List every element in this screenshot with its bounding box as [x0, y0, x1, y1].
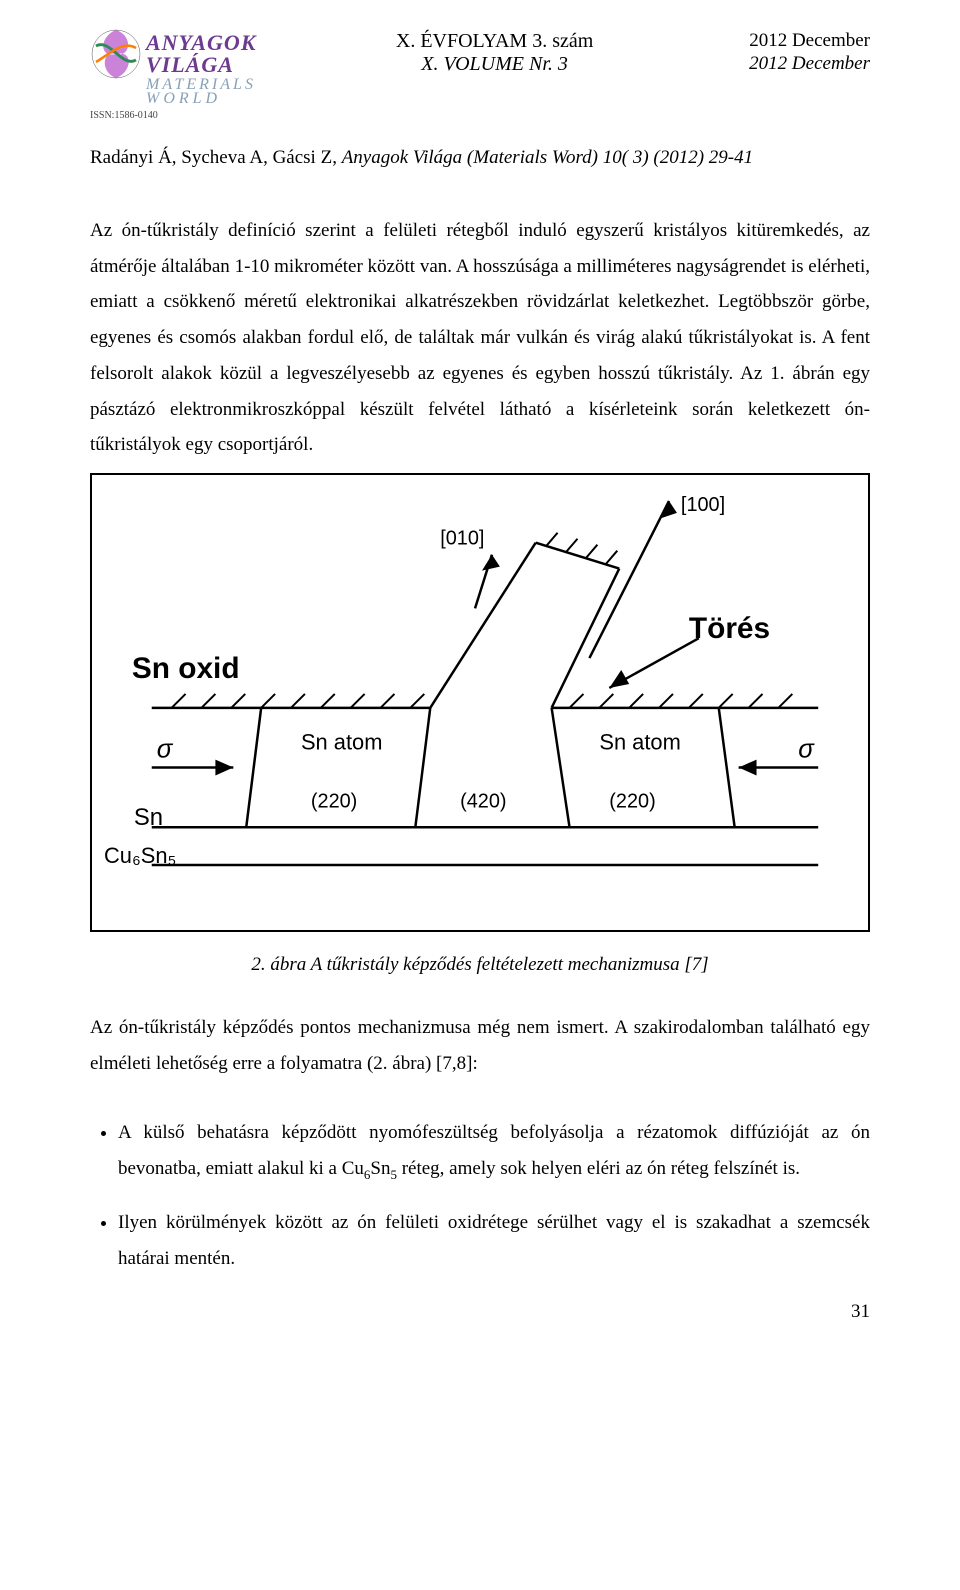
label-sn-atom-2: Sn atom [599, 730, 680, 755]
bullet-list: A külső behatásra képződött nyomófeszült… [90, 1115, 870, 1276]
logo-title-line2: VILÁGA [146, 52, 240, 78]
label-plane-220b: (220) [609, 790, 655, 812]
label-plane-220a: (220) [311, 790, 357, 812]
bullet-item-1: A külső behatásra képződött nyomófeszült… [118, 1115, 870, 1187]
page-header: ANYAGOK VILÁGA MATERIALS WORLD ISSN:1586… [90, 30, 870, 121]
label-cu6sn5-layer: Cu₆Sn₅ [104, 843, 176, 868]
paragraph-2: Az ón-tűkristály képződés pontos mechani… [90, 1010, 870, 1081]
label-tores: Törés [689, 612, 770, 645]
figure-caption-text: ábra A tűkristály képződés feltételezett… [270, 954, 708, 975]
figure-container: [100] [010] [90, 473, 870, 932]
header-volume-2: X. VOLUME Nr. 3 [421, 53, 568, 75]
citation-title: Anyagok Világa (Materials Word) 10( 3) (… [342, 147, 753, 168]
header-date-2: 2012 December [749, 53, 870, 75]
citation-line: Radányi Á, Sycheva A, Gácsi Z, Anyagok V… [90, 147, 870, 169]
direction-010-arrow: [010] [440, 528, 500, 609]
fracture-arrow: Törés [609, 612, 770, 688]
logo-swirl-icon [90, 28, 142, 80]
label-sn-layer: Sn [134, 804, 163, 831]
figure-caption: 2. ábra A tűkristály képződés feltételez… [90, 954, 870, 976]
figure-caption-number: 2. [251, 954, 265, 975]
label-100: [100] [681, 494, 725, 516]
label-sn-atom-1: Sn atom [301, 730, 382, 755]
whisker-mechanism-diagram: [100] [010] [102, 489, 858, 907]
issn-label: ISSN:1586-0140 [90, 110, 240, 121]
bullet-item-2: Ilyen körülmények között az ón felületi … [118, 1205, 870, 1276]
header-date-1: 2012 December [749, 30, 870, 52]
citation-authors: Radányi Á, Sycheva A, Gácsi Z, [90, 147, 342, 168]
label-sn-oxid: Sn oxid [132, 652, 240, 685]
label-010: [010] [440, 528, 484, 550]
paragraph-1: Az ón-tűkristály definíció szerint a fel… [90, 213, 870, 463]
label-sigma-right: σ [798, 736, 815, 764]
sigma-left-arrow: σ [152, 736, 234, 776]
page-number: 31 [90, 1301, 870, 1323]
label-sigma-left: σ [157, 736, 174, 764]
label-plane-420: (420) [460, 790, 506, 812]
header-volume-1: X. ÉVFOLYAM 3. szám [396, 30, 593, 52]
sigma-right-arrow: σ [739, 736, 819, 776]
